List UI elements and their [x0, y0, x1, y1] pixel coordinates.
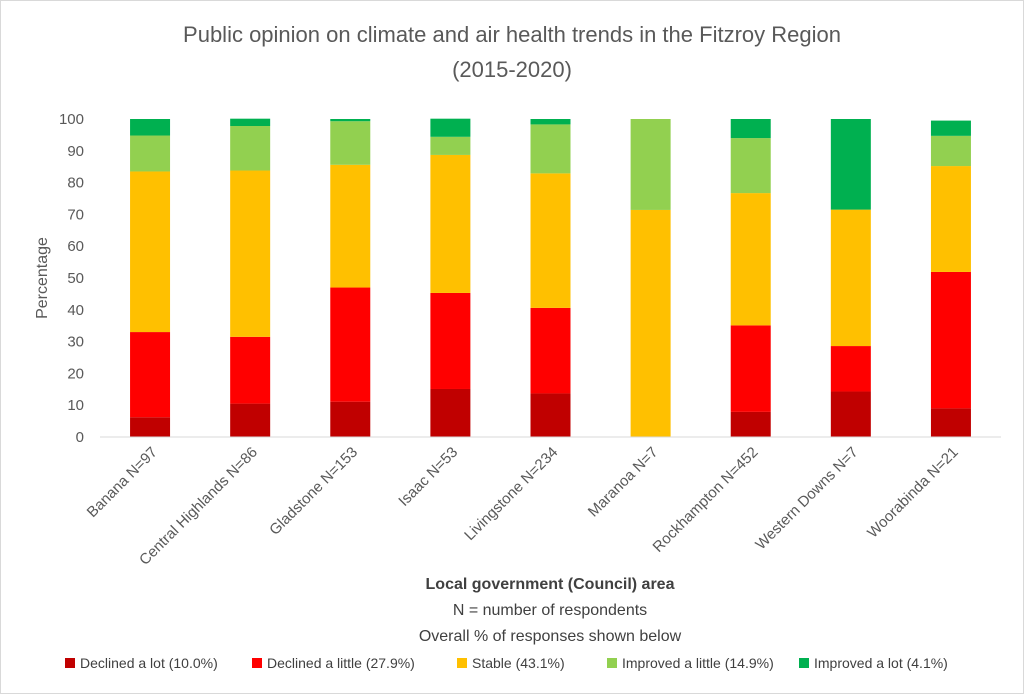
y-tick-label: 40	[67, 302, 84, 319]
bar-segment	[230, 125, 271, 171]
bar-segment	[430, 118, 471, 137]
x-tick-label: Isaac N=53	[395, 444, 461, 510]
x-tick-label: Rockhampton N=452	[650, 444, 762, 556]
bar-segment	[130, 119, 171, 136]
bar-segment	[330, 164, 371, 288]
bar-segment	[930, 166, 971, 272]
y-tick-label: 60	[67, 238, 84, 255]
y-axis-title: Percentage	[34, 237, 51, 319]
bar-segment	[530, 393, 571, 437]
bar-segment	[830, 209, 871, 347]
legend-label: Declined a lot (10.0%)	[80, 655, 218, 671]
y-tick-label: 10	[67, 397, 84, 414]
bar-segment	[730, 193, 771, 326]
bar-segment	[930, 408, 971, 437]
legend-swatch	[65, 658, 75, 668]
x-tick-label: Banana N=97	[84, 444, 161, 521]
bar-segment	[830, 391, 871, 437]
bar-segment	[230, 336, 271, 404]
bar-segment	[430, 136, 471, 155]
bar-segment	[730, 325, 771, 412]
bar-segment	[330, 287, 371, 402]
legend-swatch	[607, 658, 617, 668]
bar-segment	[530, 124, 571, 174]
bars-group	[130, 118, 971, 437]
bar-segment	[630, 119, 671, 210]
bar-segment	[830, 346, 871, 392]
x-tick-label: Central Highlands N=86	[136, 444, 261, 569]
legend-label: Declined a little (27.9%)	[267, 655, 415, 671]
bar-segment	[330, 119, 371, 122]
bar-segment	[530, 307, 571, 394]
y-tick-label: 20	[67, 365, 84, 382]
x-tick-label: Livingstone N=234	[461, 444, 561, 544]
y-tick-label: 100	[59, 111, 84, 128]
x-tick-label: Woorabinda N=21	[864, 444, 962, 542]
y-tick-label: 70	[67, 206, 84, 223]
bar-segment	[130, 135, 171, 172]
bar-segment	[130, 332, 171, 418]
x-axis-subtitle-respondents: N = number of respondents	[453, 602, 647, 619]
bar-segment	[530, 173, 571, 308]
bar-segment	[930, 271, 971, 409]
x-tick-label: Western Downs N=7	[752, 444, 861, 553]
legend-label: Improved a lot (4.1%)	[814, 655, 948, 671]
legend-swatch	[457, 658, 467, 668]
bar-segment	[930, 120, 971, 136]
y-tick-label: 80	[67, 175, 84, 192]
y-axis-ticks: 0 10 20 30 40 50 60 70 80 90 100	[59, 111, 84, 446]
legend-label: Improved a little (14.9%)	[622, 655, 774, 671]
bar-segment	[330, 401, 371, 437]
x-tick-label: Maranoa N=7	[585, 444, 662, 521]
bar-segment	[330, 121, 371, 165]
bar-segment	[430, 154, 471, 293]
bar-segment	[730, 119, 771, 139]
y-tick-label: 50	[67, 270, 84, 287]
bar-segment	[530, 119, 571, 125]
x-tick-label: Gladstone N=153	[266, 444, 361, 539]
bar-segment	[130, 417, 171, 437]
x-axis-subtitle-overall: Overall % of responses shown below	[419, 628, 682, 645]
bar-segment	[730, 138, 771, 194]
bar-segment	[830, 119, 871, 210]
chart-title-line-2: (2015-2020)	[452, 57, 572, 82]
bar-segment	[730, 411, 771, 437]
bar-segment	[430, 388, 471, 437]
legend-swatch	[252, 658, 262, 668]
chart-title-line-1: Public opinion on climate and air health…	[183, 22, 841, 47]
y-tick-label: 30	[67, 334, 84, 351]
legend-swatch	[799, 658, 809, 668]
bar-segment	[930, 135, 971, 167]
bar-segment	[230, 403, 271, 437]
bar-segment	[130, 171, 171, 333]
x-axis-title: Local government (Council) area	[426, 576, 675, 593]
legend-label: Stable (43.1%)	[472, 655, 565, 671]
bar-segment	[630, 209, 671, 437]
bar-segment	[430, 292, 471, 389]
y-tick-label: 0	[76, 429, 84, 446]
bar-segment	[230, 118, 271, 126]
legend: Declined a lot (10.0%) Declined a little …	[65, 655, 948, 671]
y-tick-label: 90	[67, 143, 84, 160]
bar-segment	[230, 170, 271, 337]
